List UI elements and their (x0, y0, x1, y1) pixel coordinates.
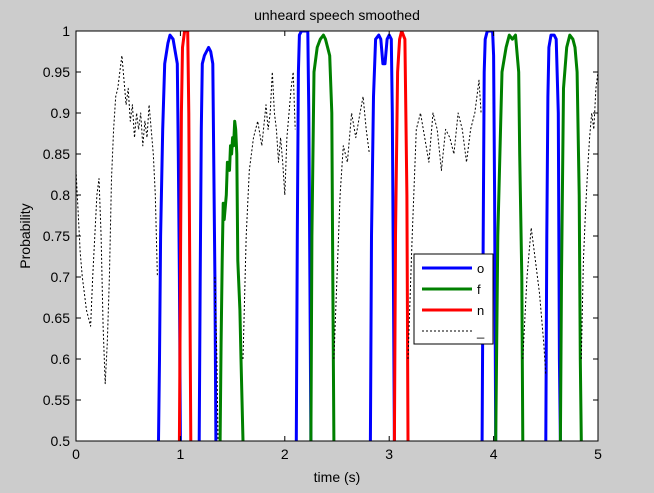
series-line-_ (333, 96, 370, 360)
series-line-o (197, 45, 218, 441)
y-tick-label: 0.8 (51, 187, 71, 203)
series-line-n (177, 31, 193, 441)
series-line-_ (242, 71, 296, 360)
legend-label: _ (476, 324, 485, 339)
x-tick-label: 4 (490, 446, 498, 462)
y-tick-label: 0.65 (43, 310, 70, 326)
series-line-f (309, 33, 336, 441)
y-tick-label: 0.9 (51, 105, 71, 121)
legend-label: f (477, 282, 481, 297)
series-line-_ (580, 71, 598, 360)
series-line-_ (522, 227, 547, 376)
series-layer (76, 31, 598, 441)
x-tick-label: 1 (177, 446, 185, 462)
legend-label: o (477, 261, 484, 276)
legend: ofn _ (413, 253, 494, 345)
series-line-f (218, 119, 245, 441)
y-tick-label: 0.95 (43, 64, 70, 80)
y-tick-label: 0.7 (51, 269, 71, 285)
series-line-_ (214, 276, 219, 441)
series-line-o (294, 31, 313, 441)
y-tick-label: 0.85 (43, 146, 70, 162)
series-line-_ (407, 79, 482, 360)
x-tick-label: 2 (281, 446, 289, 462)
y-tick-label: 0.5 (51, 433, 71, 449)
series-line-o (157, 33, 182, 441)
x-axis-ticks: 0 1 2 3 4 5 (72, 31, 602, 462)
y-axis-label: Probability (17, 203, 33, 268)
series-line-f (494, 33, 525, 441)
y-tick-label: 0.75 (43, 228, 70, 244)
y-axis-ticks: 0.5 0.55 0.6 0.65 0.7 0.75 0.8 0.85 0.9 0.95 1 (43, 23, 598, 449)
x-tick-label: 5 (594, 446, 602, 462)
y-tick-label: 1 (62, 23, 70, 39)
series-line-n (392, 31, 410, 441)
x-axis-label: time (s) (314, 469, 361, 485)
chart-title: unheard speech smoothed (254, 7, 420, 23)
series-line-_ (76, 55, 158, 385)
series-line-o (368, 33, 396, 441)
x-tick-label: 3 (385, 446, 393, 462)
legend-label: n (477, 303, 484, 318)
series-line-o (544, 33, 562, 441)
series-line-f (558, 33, 583, 441)
y-tick-label: 0.55 (43, 392, 70, 408)
x-tick-label: 0 (72, 446, 80, 462)
series-line-o (480, 31, 498, 441)
y-tick-label: 0.6 (51, 351, 71, 367)
